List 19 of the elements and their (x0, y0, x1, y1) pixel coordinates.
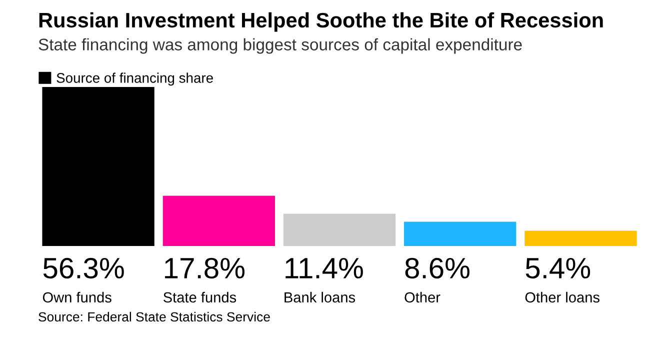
x-tick-label: Bank loans (284, 292, 356, 303)
data-label: 8.6% (405, 258, 470, 279)
bar (524, 230, 637, 246)
data-label: 11.4% (286, 258, 363, 278)
x-tick-label: Own funds (42, 292, 112, 303)
data-label: 56.3% (43, 258, 124, 279)
chart-subtitle: State financing was among biggest sources of capital expenditure (38, 38, 522, 54)
x-tick-label: Other loans (525, 292, 600, 303)
data-label: 17.8% (165, 258, 244, 279)
data-label: 5.4% (526, 258, 590, 279)
x-tick-label: Other (404, 292, 440, 303)
x-tick-label: State funds (163, 292, 236, 303)
bar (42, 87, 154, 246)
source-note: Source: Federal State Statistics Service (38, 312, 270, 322)
bar (283, 214, 396, 246)
bar (162, 196, 275, 246)
legend-label: Source of financing share (56, 72, 213, 86)
chart-title: Russian Investment Helped Soothe the Bite of Recession (39, 12, 603, 32)
bar (404, 222, 516, 246)
